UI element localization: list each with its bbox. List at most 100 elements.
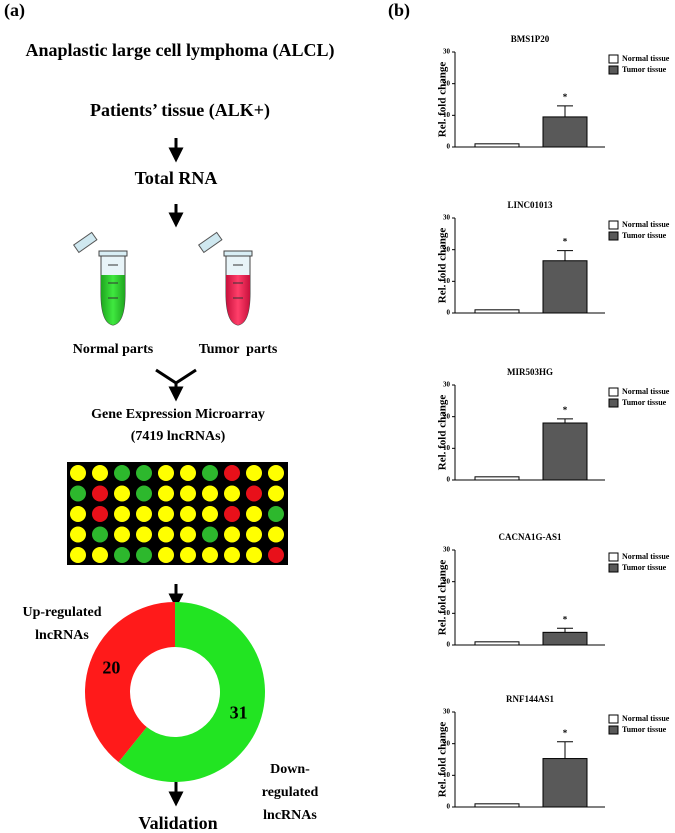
array-spot xyxy=(158,485,174,502)
bar xyxy=(542,116,588,148)
array-spot xyxy=(92,465,108,481)
array-spot xyxy=(92,526,108,543)
array-spot xyxy=(268,506,284,522)
legend-label: Tumor tissue xyxy=(622,563,667,572)
array-spot xyxy=(202,485,218,502)
legend-label: Tumor tissue xyxy=(622,231,667,240)
y-tick-label: 30 xyxy=(443,546,451,554)
value-label: 31 xyxy=(230,703,248,723)
bar xyxy=(474,476,520,481)
annotation: * xyxy=(563,237,568,247)
category-label: lncRNAs xyxy=(263,808,317,823)
annotation: * xyxy=(563,728,568,738)
array-spot xyxy=(180,485,196,502)
category-label: Down- xyxy=(270,762,310,777)
flow-text: Normal parts xyxy=(73,342,154,357)
y-tick-label: 30 xyxy=(443,708,451,716)
bar xyxy=(542,422,588,481)
array-spot xyxy=(70,485,86,502)
legend-swatch xyxy=(608,220,619,230)
array-spot xyxy=(246,465,262,481)
y-tick-label: 30 xyxy=(443,48,451,56)
y-tick-label: 10 xyxy=(443,277,451,285)
legend-swatch xyxy=(608,552,619,562)
flow-text: Validation xyxy=(138,813,217,833)
array-spot xyxy=(246,547,262,563)
array-spot xyxy=(180,465,196,481)
error-bar xyxy=(557,741,573,759)
bar xyxy=(474,309,520,314)
legend-label: Tumor tissue xyxy=(622,398,667,407)
annotation: * xyxy=(563,614,568,624)
array-spot xyxy=(114,526,130,543)
legend-label: Tumor tissue xyxy=(622,725,667,734)
array-spot xyxy=(202,465,218,481)
array-spot xyxy=(224,465,240,481)
error-bar xyxy=(557,250,573,261)
y-tick-label: 20 xyxy=(443,79,451,87)
legend-label: Normal tissue xyxy=(622,54,670,63)
array-spot xyxy=(224,526,240,543)
flow-text: Total RNA xyxy=(135,168,218,188)
y-tick-label: 10 xyxy=(443,609,451,617)
chart-title: LINC01013 xyxy=(507,200,553,210)
y-tick-label: 0 xyxy=(447,803,451,811)
y-axis-label: Rel. fold change xyxy=(437,395,449,471)
legend-label: Tumor tissue xyxy=(622,65,667,74)
array-spot xyxy=(114,547,130,563)
legend-label: Normal tissue xyxy=(622,552,670,561)
array-spot xyxy=(202,547,218,563)
panel-label: (b) xyxy=(388,0,410,21)
array-spot xyxy=(136,465,152,481)
array-spot xyxy=(92,506,108,522)
array-spot xyxy=(246,485,262,502)
array-spot xyxy=(224,547,240,563)
bar xyxy=(474,641,520,646)
y-tick-label: 0 xyxy=(447,476,451,484)
legend-swatch xyxy=(608,563,619,573)
array-spot xyxy=(70,526,86,543)
bar xyxy=(474,803,520,808)
category-label: lncRNAs xyxy=(35,628,89,643)
legend-label: Normal tissue xyxy=(622,220,670,229)
array-spot xyxy=(224,506,240,522)
y-tick-label: 30 xyxy=(443,214,451,222)
value-label: 20 xyxy=(102,658,120,678)
y-axis-label: Rel. fold change xyxy=(437,228,449,304)
y-tick-label: 20 xyxy=(443,577,451,585)
legend-swatch xyxy=(608,725,619,735)
y-tick-label: 10 xyxy=(443,111,451,119)
flow-text: Gene Expression Microarray xyxy=(91,407,265,422)
error-bar xyxy=(557,105,573,117)
legend-swatch xyxy=(608,398,619,408)
array-spot xyxy=(268,465,284,481)
array-spot xyxy=(246,526,262,543)
flow-text: Anaplastic large cell lymphoma (ALCL) xyxy=(26,40,335,61)
y-axis-label: Rel. fold change xyxy=(437,62,449,138)
array-spot xyxy=(268,547,284,563)
array-spot xyxy=(268,485,284,502)
legend-label: Normal tissue xyxy=(622,714,670,723)
array-spot xyxy=(158,526,174,543)
flow-text: Patients’ tissue (ALK+) xyxy=(90,100,270,121)
array-spot xyxy=(180,526,196,543)
array-spot xyxy=(92,485,108,502)
legend-swatch xyxy=(608,54,619,64)
array-spot xyxy=(158,547,174,563)
annotation: * xyxy=(563,405,568,415)
chart-title: RNF144AS1 xyxy=(506,694,555,704)
array-spot xyxy=(70,547,86,563)
panel-label: (a) xyxy=(4,0,25,21)
tube-normal xyxy=(72,231,128,326)
array-spot xyxy=(136,547,152,563)
array-spot xyxy=(224,485,240,502)
annotation: * xyxy=(563,92,568,102)
array-spot xyxy=(180,506,196,522)
array-spot xyxy=(114,465,130,481)
legend-swatch xyxy=(608,231,619,241)
bar xyxy=(474,143,520,148)
array-spot xyxy=(158,465,174,481)
y-tick-label: 20 xyxy=(443,739,451,747)
y-tick-label: 20 xyxy=(443,245,451,253)
